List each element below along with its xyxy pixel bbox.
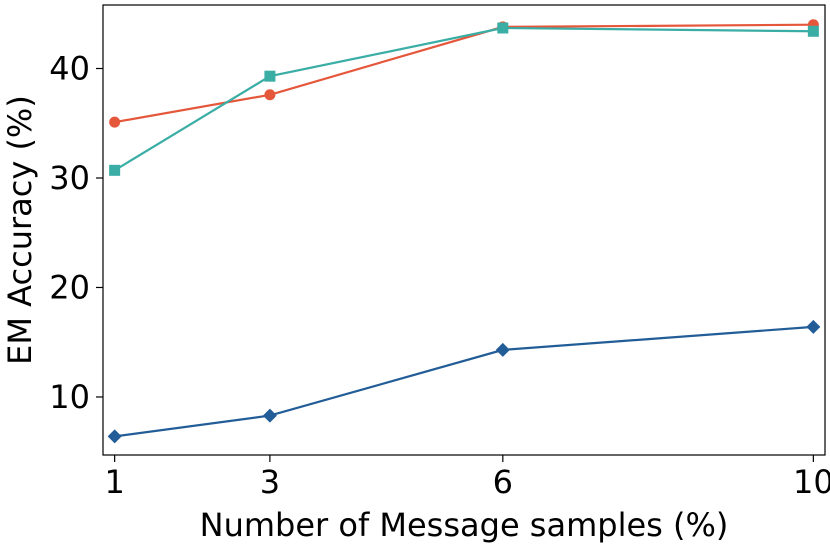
x-axis: 1 3 6 10 (104, 455, 830, 501)
series-2 (109, 22, 819, 176)
series-line (114, 23, 814, 124)
data-point (107, 429, 122, 444)
data-point (807, 25, 819, 37)
y-axis: 10 20 30 40 (49, 50, 103, 416)
series-line (114, 26, 814, 172)
data-point (264, 70, 276, 82)
data-point (497, 22, 509, 34)
series-layer (107, 19, 821, 444)
x-tick-label: 6 (493, 463, 513, 501)
data-point (495, 342, 510, 357)
x-tick-label: 10 (793, 463, 830, 501)
y-tick-label: 40 (49, 50, 90, 88)
y-tick-label: 20 (49, 268, 90, 306)
data-point (109, 164, 121, 176)
series-3 (107, 319, 821, 444)
y-tick-label: 10 (49, 378, 90, 416)
y-axis-title: EM Accuracy (%) (1, 95, 39, 365)
x-tick-label: 1 (104, 463, 124, 501)
series-line (114, 325, 814, 438)
y-tick-label: 30 (49, 159, 90, 197)
x-axis-title: Number of Message samples (%) (200, 506, 729, 544)
data-point (109, 116, 121, 128)
data-point (806, 319, 821, 334)
plot-area (102, 4, 826, 456)
data-point (262, 408, 277, 423)
data-point (264, 89, 276, 101)
x-tick-label: 3 (260, 463, 280, 501)
